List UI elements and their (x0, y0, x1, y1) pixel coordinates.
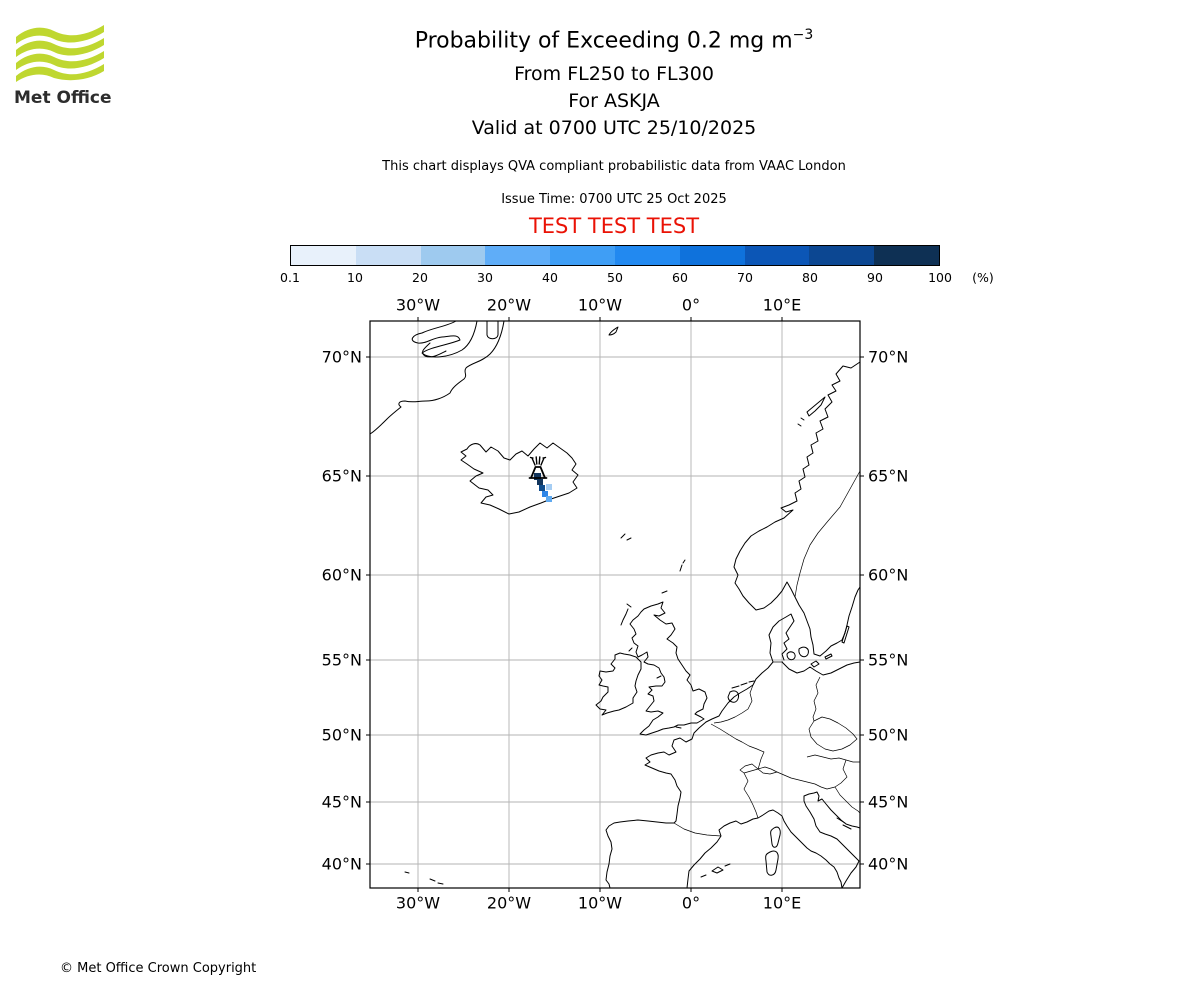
colorbar-tick-label: 80 (802, 270, 818, 285)
longitude-label-top: 10°W (577, 295, 623, 315)
colorbar-tick-label: 70 (737, 270, 753, 285)
met-office-logo-text: Met Office (14, 88, 112, 108)
ash-cell (539, 485, 545, 491)
colorbar-tick-label: 30 (477, 270, 493, 285)
met-office-logo-waves (16, 25, 104, 82)
colorbar-tick-label: 90 (867, 270, 883, 285)
chart-title: Probability of Exceeding 0.2 mg m−3 (28, 27, 1200, 53)
colorbar-tick-label: 0.1 (280, 270, 300, 285)
latitude-label-left: 45°N (321, 792, 362, 812)
copyright-text: © Met Office Crown Copyright (60, 961, 257, 976)
latitude-label-right: 55°N (868, 650, 909, 670)
longitude-label-bottom: 10°E (762, 893, 802, 913)
colorbar-tick-label: 40 (542, 270, 558, 285)
coastlines (369, 320, 861, 889)
longitude-label-bottom: 0° (681, 893, 701, 913)
colorbar-segment-5 (614, 246, 680, 265)
colorbar-segment-1 (355, 246, 421, 265)
colorbar-segment-4 (550, 246, 615, 265)
colorbar-tick-label: 10 (347, 270, 363, 285)
latitude-label-left: 40°N (321, 854, 362, 874)
latitude-label-left: 50°N (321, 725, 362, 745)
volcano-symbol (528, 456, 548, 479)
qva-info-text: This chart displays QVA compliant probab… (382, 159, 846, 174)
colorbar-tick-label: 100 (928, 270, 952, 285)
longitude-label-bottom: 10°W (577, 893, 623, 913)
colorbar-segment-7 (744, 246, 810, 265)
map (366, 317, 864, 892)
colorbar-segment-3 (485, 246, 551, 265)
colorbar-unit-label: (%) (972, 270, 994, 285)
chart-subtitle-valid-time: Valid at 0700 UTC 25/10/2025 (471, 117, 757, 139)
latitude-label-right: 70°N (868, 347, 909, 367)
colorbar-segment-6 (679, 246, 745, 265)
chart-subtitle-flight-levels: From FL250 to FL300 (514, 63, 714, 85)
longitude-label-top: 30°W (395, 295, 441, 315)
ash-cell (537, 479, 543, 485)
test-banner: TEST TEST TEST (528, 214, 700, 238)
longitude-label-bottom: 30°W (395, 893, 441, 913)
axis-ticks (366, 317, 864, 892)
met-office-logo: Met Office (14, 24, 134, 108)
chart-title-superscript: −3 (792, 27, 814, 43)
colorbar-segment-2 (420, 246, 486, 265)
longitude-label-top: 0° (681, 295, 701, 315)
map-frame (369, 320, 861, 889)
ash-cell (542, 491, 548, 497)
latitude-label-right: 60°N (868, 565, 909, 585)
chart-title-text: Probability of Exceeding 0.2 mg m (414, 28, 793, 54)
latitude-label-left: 55°N (321, 650, 362, 670)
issue-time-text: Issue Time: 0700 UTC 25 Oct 2025 (501, 192, 727, 207)
latitude-label-right: 65°N (868, 466, 909, 486)
latitude-label-right: 45°N (868, 792, 909, 812)
latitude-label-left: 65°N (321, 466, 362, 486)
latitude-label-right: 50°N (868, 725, 909, 745)
latitude-label-left: 70°N (321, 347, 362, 367)
colorbar-segment-8 (809, 246, 875, 265)
latitude-label-right: 40°N (868, 854, 909, 874)
colorbar-segment-0 (291, 246, 356, 265)
ash-cell (546, 484, 552, 490)
colorbar-tick-label: 50 (607, 270, 623, 285)
colorbar-tick-label: 20 (412, 270, 428, 285)
colorbar-tick-label: 60 (672, 270, 688, 285)
ash-cell (534, 473, 541, 480)
colorbar-segment-9 (874, 246, 939, 265)
ash-probability-cells (534, 473, 552, 502)
latitude-label-left: 60°N (321, 565, 362, 585)
colorbar (290, 245, 940, 266)
longitude-label-top: 10°E (762, 295, 802, 315)
country-borders (673, 470, 861, 837)
ash-cell (546, 496, 552, 502)
longitude-label-bottom: 20°W (486, 893, 532, 913)
chart-subtitle-volcano: For ASKJA (568, 90, 660, 112)
longitude-label-top: 20°W (486, 295, 532, 315)
map-gridlines (370, 321, 860, 888)
